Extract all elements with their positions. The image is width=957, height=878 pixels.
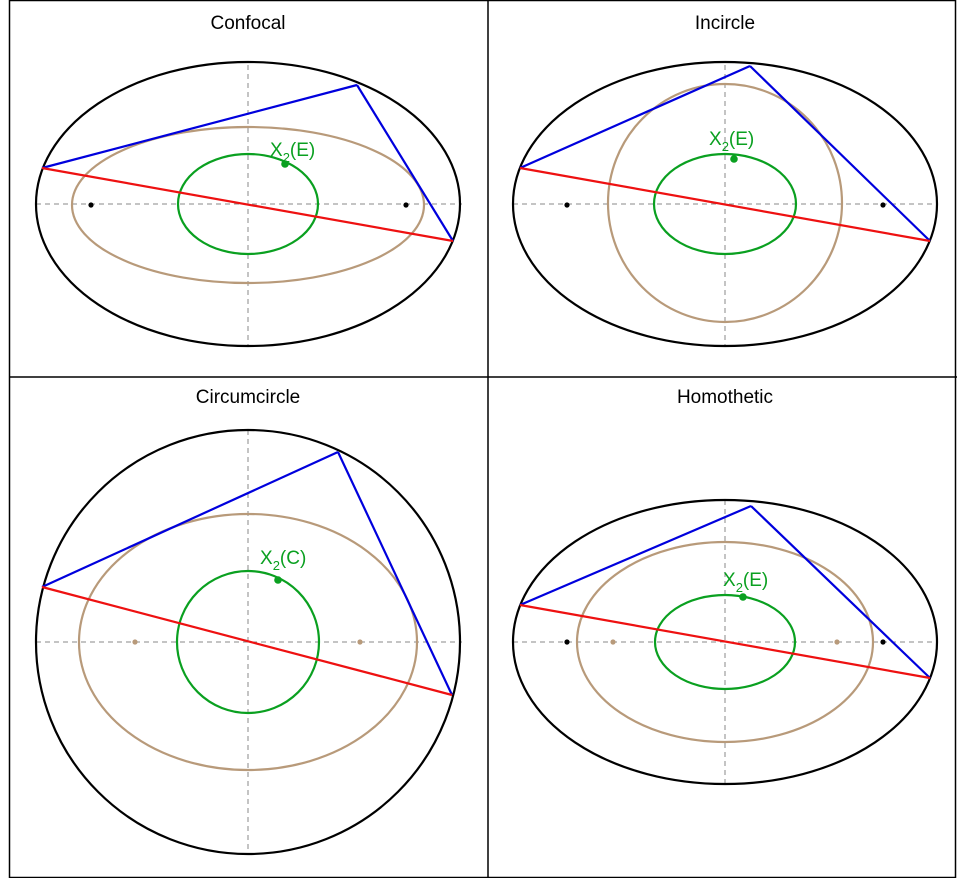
panel-title: Confocal	[211, 13, 286, 34]
triangle-side-left	[41, 83, 358, 170]
caustic-focus-right	[834, 639, 840, 645]
centroid-locus	[176, 152, 320, 256]
triangle-base	[41, 585, 453, 697]
caustic-ellipse	[606, 82, 844, 324]
centroid-locus	[175, 569, 321, 715]
caustic-focus-left	[610, 639, 616, 645]
centroid-point	[281, 160, 289, 168]
focus-point-right	[403, 202, 409, 208]
outer-ellipse	[34, 60, 462, 348]
outer-ellipse	[511, 60, 939, 348]
triangle-side-right	[337, 451, 453, 696]
triangle-base	[519, 166, 931, 243]
caustic-ellipse	[575, 540, 875, 744]
focus-point-right	[357, 639, 363, 645]
centroid-label: X2(E)	[723, 570, 768, 595]
centroid-label: X2(E)	[270, 140, 315, 165]
triangle-base	[519, 603, 931, 680]
focus-point-left	[564, 202, 570, 208]
triangle-base	[41, 166, 454, 243]
focus-point-left	[88, 202, 94, 208]
triangle-side-right	[750, 505, 931, 679]
panel-title: Circumcircle	[196, 387, 301, 408]
centroid-point	[739, 593, 747, 601]
focus-point-right	[880, 202, 886, 208]
focus-point-left	[132, 639, 138, 645]
triangle-side-left	[519, 504, 752, 607]
triangle-side-right	[749, 65, 931, 242]
centroid-point	[730, 155, 738, 163]
panel-title: Incircle	[695, 13, 755, 34]
outer-circle	[34, 428, 462, 856]
centroid-point	[274, 576, 282, 584]
panel-incircle: Incircle X2(E)	[511, 13, 939, 348]
caustic-ellipse	[70, 125, 426, 285]
caustic-ellipse	[77, 512, 419, 772]
panel-homothetic: Homothetic X2(E)	[511, 387, 939, 786]
centroid-locus	[652, 152, 798, 256]
panel-confocal: Confocal X2(E)	[34, 13, 462, 348]
triangle-side-right	[356, 84, 454, 242]
panel-title: Homothetic	[677, 387, 773, 408]
centroid-locus	[653, 593, 797, 691]
outer-ellipse	[511, 498, 939, 786]
triangle-side-left	[41, 450, 339, 589]
centroid-label: X2(C)	[260, 548, 306, 573]
panel-circumcircle: Circumcircle X2(C)	[34, 387, 462, 856]
centroid-label: X2(E)	[709, 129, 754, 154]
triangle-side-left	[519, 64, 751, 170]
outer-focus-right	[880, 639, 886, 645]
outer-focus-left	[564, 639, 570, 645]
